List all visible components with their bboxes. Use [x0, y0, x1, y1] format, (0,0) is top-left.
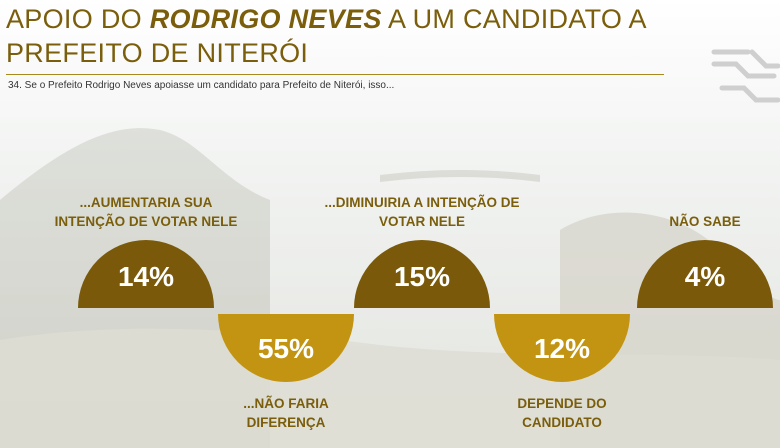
page-title: APOIO DO RODRIGO NEVES A UM CANDIDATO A … [6, 2, 666, 70]
brand-logo-icon [711, 49, 780, 103]
category-label-5-line-1: NÃO SABE [669, 214, 740, 229]
category-label-4-line-2: CANDIDATO [522, 415, 602, 430]
title-part1: APOIO DO [6, 4, 150, 34]
value-label-4: 12% [534, 333, 590, 364]
semicircle-4 [494, 314, 630, 382]
category-label-1-line-1: ...AUMENTARIA SUA [80, 195, 213, 210]
title-part2: A UM CANDIDATO A PREFEITO DE NITERÓI [6, 4, 646, 68]
semicircle-3 [354, 240, 490, 308]
semicircle-2 [218, 314, 354, 382]
semicircle-1 [78, 240, 214, 308]
category-label-2-line-1: ...NÃO FARIA [243, 396, 329, 411]
category-label-2-line-2: DIFERENÇA [247, 415, 326, 430]
value-label-2: 55% [258, 333, 314, 364]
category-label-3-line-2: VOTAR NELE [379, 214, 465, 229]
category-label-4-line-1: DEPENDE DO [517, 396, 606, 411]
title-divider [6, 74, 664, 75]
value-label-3: 15% [394, 261, 450, 292]
value-label-1: 14% [118, 261, 174, 292]
value-label-5: 4% [685, 261, 726, 292]
category-label-3-line-1: ...DIMINUIRIA A INTENÇÃO DE [325, 195, 520, 210]
semicircle-5 [637, 240, 773, 308]
category-label-1-line-2: INTENÇÃO DE VOTAR NELE [55, 214, 238, 229]
title-emphasis: RODRIGO NEVES [149, 4, 382, 34]
question-text: 34. Se o Prefeito Rodrigo Neves apoiasse… [8, 80, 395, 91]
